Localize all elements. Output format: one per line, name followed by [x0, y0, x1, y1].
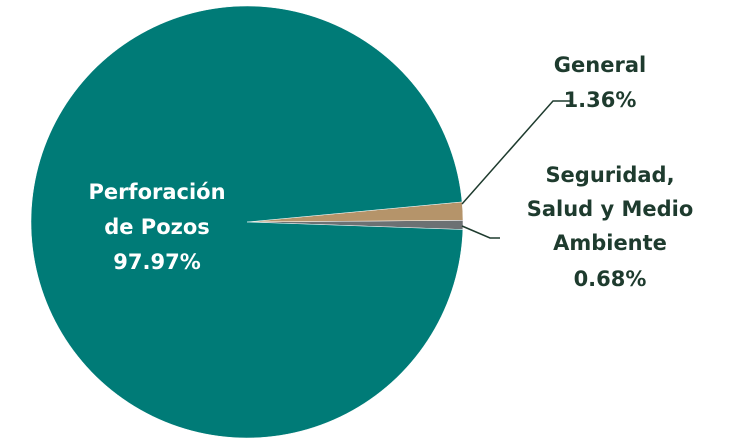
leader-line: [461, 100, 572, 205]
slice-value: 0.68%: [573, 267, 647, 291]
slice-label: General: [553, 53, 647, 77]
slice-value: 1.36%: [563, 88, 637, 112]
slice-label: Perforación de Pozos: [88, 180, 226, 239]
leader-line: [461, 225, 500, 239]
pie-slice: [30, 5, 464, 439]
slice-label: Seguridad, Salud y Medio Ambiente: [526, 163, 694, 255]
slice-value: 97.97%: [113, 250, 201, 274]
